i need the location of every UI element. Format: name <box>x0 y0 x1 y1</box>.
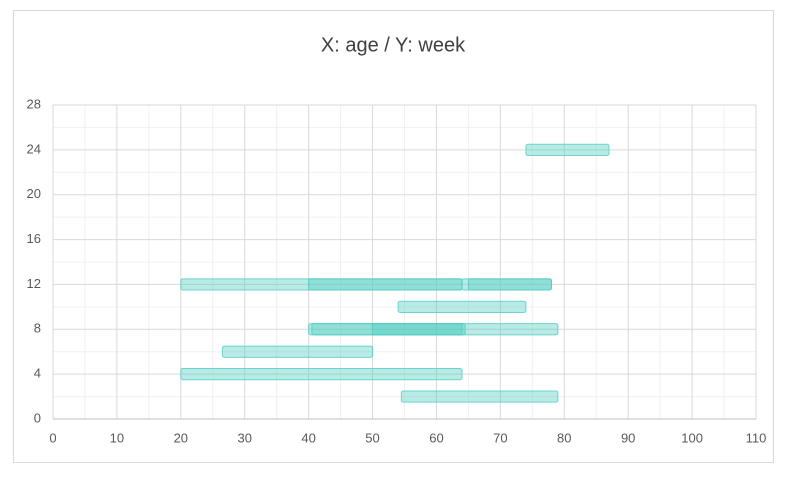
range-bar <box>397 300 527 313</box>
range-bar <box>221 345 374 358</box>
y-tick-label: 24 <box>27 141 41 156</box>
x-tick-label: 10 <box>110 430 124 445</box>
y-tick-label: 16 <box>27 231 41 246</box>
x-tick-label: 0 <box>49 430 56 445</box>
range-bar <box>308 278 463 291</box>
range-bar <box>467 278 552 291</box>
x-tick-label: 50 <box>365 430 379 445</box>
y-tick-label: 0 <box>34 410 41 425</box>
x-tick-label: 100 <box>681 430 703 445</box>
range-bar <box>400 390 559 403</box>
chart-title: X: age / Y: week <box>321 34 466 56</box>
x-tick-label: 60 <box>429 430 443 445</box>
y-tick-label: 20 <box>27 186 41 201</box>
y-tick-label: 28 <box>27 96 41 111</box>
x-tick-label: 90 <box>621 430 635 445</box>
y-tick-label: 8 <box>34 321 41 336</box>
range-bar <box>525 143 610 156</box>
x-tick-label: 110 <box>746 430 767 445</box>
y-tick-label: 12 <box>27 276 41 291</box>
chart-border <box>13 10 774 463</box>
x-tick-label: 20 <box>174 430 188 445</box>
x-tick-label: 30 <box>237 430 251 445</box>
range-bar <box>180 368 463 381</box>
y-tick-label: 4 <box>34 366 41 381</box>
range-bar <box>372 323 559 336</box>
x-tick-label: 40 <box>301 430 315 445</box>
x-tick-label: 80 <box>557 430 571 445</box>
x-tick-label: 70 <box>493 430 507 445</box>
